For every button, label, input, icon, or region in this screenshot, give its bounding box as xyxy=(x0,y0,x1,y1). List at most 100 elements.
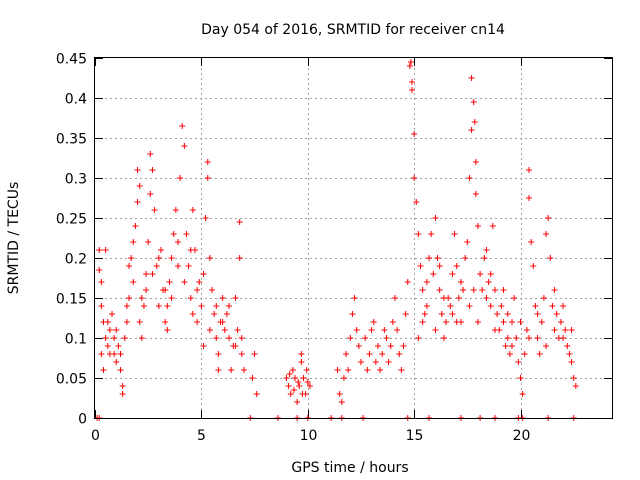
data-point xyxy=(394,327,401,333)
data-point xyxy=(540,295,547,301)
data-point xyxy=(551,287,558,293)
data-point xyxy=(466,303,473,309)
data-point xyxy=(174,263,181,269)
data-point xyxy=(132,223,139,229)
data-point xyxy=(494,311,501,317)
data-point xyxy=(215,351,222,357)
data-point xyxy=(491,327,498,333)
data-point xyxy=(404,279,411,285)
data-point xyxy=(560,303,567,309)
data-point xyxy=(249,375,256,381)
data-point xyxy=(181,279,188,285)
data-point xyxy=(155,303,162,309)
data-point xyxy=(509,343,516,349)
data-point xyxy=(138,295,145,301)
data-point xyxy=(515,359,522,365)
data-point xyxy=(504,335,511,341)
data-point xyxy=(347,335,354,341)
data-point xyxy=(430,271,437,277)
data-point xyxy=(303,367,310,373)
data-point xyxy=(179,123,186,129)
data-point xyxy=(407,59,414,65)
data-point xyxy=(283,375,290,381)
data-point xyxy=(202,215,209,221)
data-point xyxy=(98,279,105,285)
data-point xyxy=(526,167,533,173)
data-point xyxy=(102,247,109,253)
data-point xyxy=(483,295,490,301)
data-point xyxy=(185,263,192,269)
data-point xyxy=(155,255,162,261)
x-axis-label: GPS time / hours xyxy=(291,460,408,476)
data-point xyxy=(189,207,196,213)
data-point xyxy=(168,295,175,301)
data-point xyxy=(385,359,392,365)
data-point xyxy=(187,247,194,253)
data-point xyxy=(457,279,464,285)
data-point xyxy=(157,247,164,253)
data-point xyxy=(428,231,435,237)
data-point xyxy=(162,319,169,325)
data-point xyxy=(568,327,575,333)
data-point xyxy=(389,319,396,325)
data-point xyxy=(526,195,533,201)
data-point xyxy=(528,239,535,245)
data-point xyxy=(338,399,345,405)
data-point xyxy=(423,279,430,285)
x-tick-label: 15 xyxy=(406,428,424,444)
data-point xyxy=(568,359,575,365)
data-point xyxy=(113,327,120,333)
data-point xyxy=(162,287,169,293)
data-point xyxy=(426,255,433,261)
data-point xyxy=(234,327,241,333)
data-point xyxy=(200,271,207,277)
chart-title: Day 054 of 2016, SRMTID for receiver cn1… xyxy=(201,22,505,38)
data-point xyxy=(295,379,302,385)
data-point xyxy=(543,231,550,237)
data-point xyxy=(449,271,456,277)
data-point xyxy=(521,351,528,357)
data-point xyxy=(547,255,554,261)
data-point xyxy=(304,379,311,385)
data-point xyxy=(400,343,407,349)
data-point xyxy=(104,319,111,325)
data-point xyxy=(194,319,201,325)
data-point xyxy=(377,367,384,373)
y-tick-label: 0.1 xyxy=(65,332,87,348)
data-point xyxy=(468,75,475,81)
data-point xyxy=(136,319,143,325)
data-point xyxy=(349,311,356,317)
data-point xyxy=(98,303,105,309)
data-point xyxy=(402,311,409,317)
y-axis-label: SRMTID / TECUs xyxy=(6,182,22,295)
data-point xyxy=(291,375,298,381)
data-point xyxy=(419,319,426,325)
data-point xyxy=(147,151,154,157)
data-point xyxy=(504,311,511,317)
y-tick-label: 0.3 xyxy=(65,172,87,188)
data-point xyxy=(117,351,124,357)
data-point xyxy=(238,335,245,341)
data-point xyxy=(560,335,567,341)
data-point xyxy=(232,343,239,349)
data-point xyxy=(362,335,369,341)
data-point xyxy=(449,311,456,317)
data-point xyxy=(100,367,107,373)
data-point xyxy=(219,319,226,325)
data-point xyxy=(174,239,181,245)
data-point xyxy=(211,311,218,317)
data-point xyxy=(470,99,477,105)
data-point xyxy=(417,263,424,269)
data-point xyxy=(489,223,496,229)
data-point xyxy=(396,351,403,357)
data-point xyxy=(513,335,520,341)
x-tick-labels: 0 5 10 15 20 xyxy=(91,428,530,444)
data-point xyxy=(196,279,203,285)
data-point xyxy=(374,343,381,349)
data-point xyxy=(123,303,130,309)
data-point xyxy=(355,343,362,349)
data-point xyxy=(204,159,211,165)
data-point xyxy=(238,351,245,357)
data-point xyxy=(509,319,516,325)
